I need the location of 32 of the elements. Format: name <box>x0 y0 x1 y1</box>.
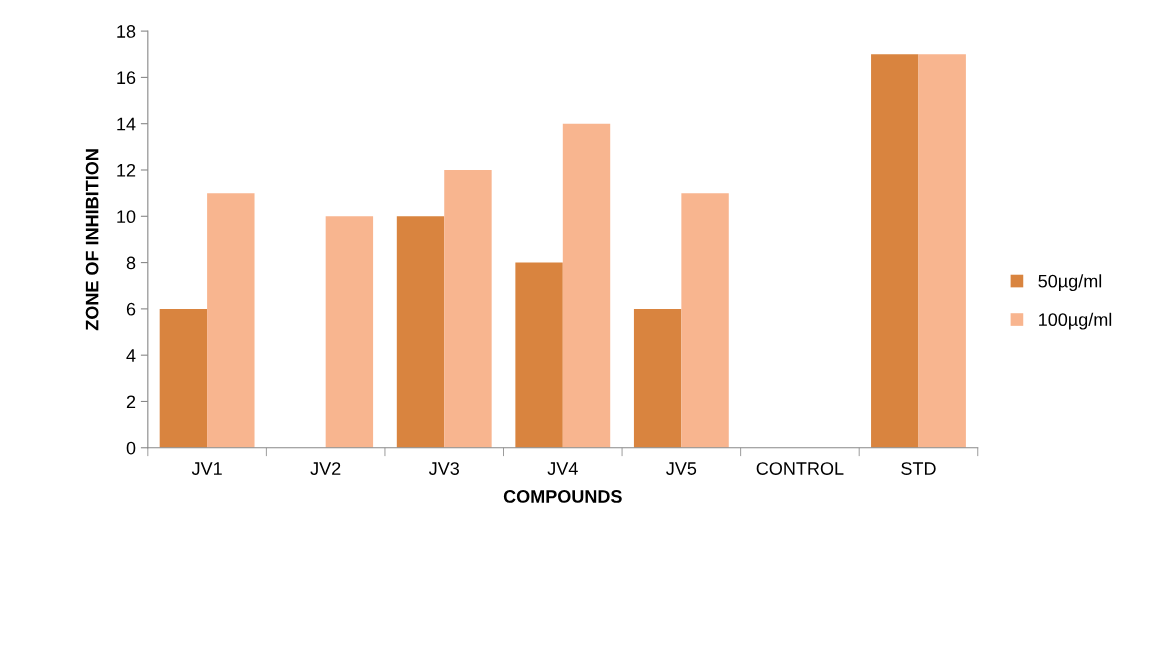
legend-label: 50µg/ml <box>1038 274 1102 292</box>
bar <box>159 308 208 448</box>
y-tick-label: 18 <box>117 25 136 38</box>
x-tick-label: JV1 <box>191 462 222 475</box>
y-tick-label: 16 <box>117 71 136 85</box>
bar <box>444 169 492 448</box>
bar <box>325 216 374 448</box>
x-tick-label: JV4 <box>547 462 578 475</box>
bar <box>207 193 255 448</box>
y-tick-label: 0 <box>126 441 136 455</box>
bar <box>871 54 919 448</box>
bar <box>918 54 966 448</box>
y-tick-label: 10 <box>117 210 136 224</box>
y-tick-label: 8 <box>126 256 136 270</box>
bar <box>515 262 563 448</box>
y-tick-label: 12 <box>117 163 136 177</box>
x-tick-label: STD <box>901 462 936 475</box>
y-tick-label: 14 <box>117 117 136 131</box>
x-tick-label: JV5 <box>666 462 697 475</box>
x-tick-label: JV2 <box>310 462 341 475</box>
x-axis-title: COMPOUNDS <box>503 490 622 503</box>
x-tick-label: CONTROL <box>756 462 844 475</box>
y-tick-label: 2 <box>126 395 136 409</box>
bar <box>396 216 445 448</box>
bar <box>562 123 611 448</box>
x-tick-label: JV3 <box>428 462 459 475</box>
y-axis-title: ZONE OF INHIBITION <box>85 149 99 331</box>
legend-label: 100µg/ml <box>1039 312 1112 330</box>
y-tick-label: 6 <box>126 302 136 316</box>
y-tick-label: 4 <box>126 349 136 362</box>
bar <box>633 308 682 448</box>
bar <box>681 193 729 448</box>
